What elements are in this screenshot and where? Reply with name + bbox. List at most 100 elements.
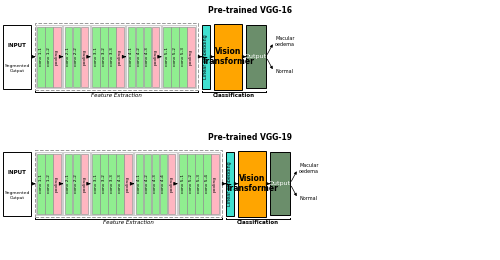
FancyBboxPatch shape (36, 25, 62, 88)
FancyBboxPatch shape (238, 151, 266, 217)
Text: conv 5-2: conv 5-2 (189, 174, 193, 193)
Text: conv 5-2: conv 5-2 (173, 47, 177, 66)
FancyBboxPatch shape (64, 154, 72, 214)
FancyBboxPatch shape (116, 27, 124, 87)
FancyBboxPatch shape (203, 154, 210, 214)
FancyBboxPatch shape (92, 154, 100, 214)
FancyBboxPatch shape (90, 25, 125, 88)
Text: pooling: pooling (55, 49, 59, 65)
Text: conv 4-2: conv 4-2 (137, 47, 141, 66)
Text: Pre-trained VGG-19: Pre-trained VGG-19 (208, 133, 292, 142)
FancyBboxPatch shape (72, 154, 80, 214)
Text: conv 2-2: conv 2-2 (74, 47, 78, 66)
Text: conv 5-1: conv 5-1 (165, 47, 169, 66)
FancyBboxPatch shape (152, 154, 159, 214)
FancyBboxPatch shape (179, 154, 186, 214)
FancyBboxPatch shape (53, 27, 60, 87)
Text: conv 4-3: conv 4-3 (145, 47, 149, 66)
FancyBboxPatch shape (37, 154, 44, 214)
Text: conv 4-3: conv 4-3 (153, 174, 157, 193)
Text: Normal: Normal (275, 69, 293, 74)
FancyBboxPatch shape (162, 25, 196, 88)
FancyBboxPatch shape (178, 152, 220, 215)
FancyBboxPatch shape (211, 154, 218, 214)
FancyBboxPatch shape (202, 25, 210, 89)
FancyBboxPatch shape (108, 154, 116, 214)
FancyBboxPatch shape (179, 27, 186, 87)
Text: conv 1-1: conv 1-1 (39, 47, 43, 66)
FancyBboxPatch shape (116, 154, 124, 214)
FancyBboxPatch shape (36, 152, 62, 215)
FancyBboxPatch shape (160, 154, 167, 214)
Text: Linear embedding: Linear embedding (228, 161, 232, 206)
Text: Vision
Transformer: Vision Transformer (202, 47, 254, 67)
Text: conv 3-3: conv 3-3 (110, 174, 114, 193)
Text: conv 5-3: conv 5-3 (181, 47, 185, 66)
Text: pooling: pooling (169, 176, 173, 192)
Text: conv 3-1: conv 3-1 (94, 47, 98, 66)
FancyBboxPatch shape (53, 154, 60, 214)
Text: conv 3-1: conv 3-1 (94, 174, 98, 193)
FancyBboxPatch shape (171, 27, 178, 87)
Text: Pre-trained VGG-16: Pre-trained VGG-16 (208, 6, 292, 15)
FancyBboxPatch shape (187, 154, 194, 214)
FancyBboxPatch shape (136, 154, 143, 214)
Text: conv 5-1: conv 5-1 (181, 174, 185, 193)
Text: pooling: pooling (118, 49, 122, 65)
FancyBboxPatch shape (214, 24, 242, 90)
FancyBboxPatch shape (80, 27, 88, 87)
FancyBboxPatch shape (246, 25, 266, 88)
FancyBboxPatch shape (126, 25, 160, 88)
Text: conv 2-2: conv 2-2 (74, 174, 78, 193)
Text: conv 1-2: conv 1-2 (47, 47, 51, 66)
Text: INPUT: INPUT (8, 43, 26, 48)
Text: conv 5-4: conv 5-4 (205, 174, 209, 193)
Text: Normal: Normal (299, 196, 317, 201)
Text: Output: Output (245, 54, 267, 59)
FancyBboxPatch shape (63, 25, 90, 88)
Text: Output: Output (269, 181, 291, 186)
Text: INPUT: INPUT (8, 170, 26, 175)
Text: Linear embedding: Linear embedding (204, 34, 208, 79)
Text: Classification: Classification (213, 93, 255, 98)
FancyBboxPatch shape (187, 27, 194, 87)
Text: Macular
oedema: Macular oedema (299, 163, 319, 174)
FancyBboxPatch shape (144, 27, 151, 87)
FancyBboxPatch shape (37, 27, 44, 87)
Text: pooling: pooling (189, 49, 193, 65)
Text: Vision
Transformer: Vision Transformer (226, 174, 278, 193)
Text: conv 2-1: conv 2-1 (66, 47, 70, 66)
FancyBboxPatch shape (195, 154, 202, 214)
Text: conv 1-1: conv 1-1 (39, 174, 43, 193)
Text: conv 2-1: conv 2-1 (66, 174, 70, 193)
FancyBboxPatch shape (72, 27, 80, 87)
FancyBboxPatch shape (270, 152, 290, 215)
Text: conv 3-3: conv 3-3 (110, 47, 114, 66)
Text: Classification: Classification (237, 220, 279, 225)
Text: Feature Extraction: Feature Extraction (91, 93, 142, 98)
Text: pooling: pooling (82, 49, 86, 65)
Text: conv 4-2: conv 4-2 (145, 174, 149, 193)
FancyBboxPatch shape (136, 27, 143, 87)
Text: Feature Extraction: Feature Extraction (103, 220, 154, 225)
Text: Macular
oedema: Macular oedema (275, 36, 295, 47)
FancyBboxPatch shape (92, 27, 100, 87)
FancyBboxPatch shape (45, 154, 52, 214)
FancyBboxPatch shape (128, 27, 135, 87)
FancyBboxPatch shape (100, 27, 108, 87)
Text: conv 5-3: conv 5-3 (197, 174, 201, 193)
Text: conv 4-1: conv 4-1 (137, 174, 141, 193)
FancyBboxPatch shape (152, 27, 159, 87)
FancyBboxPatch shape (3, 152, 31, 216)
FancyBboxPatch shape (80, 154, 88, 214)
FancyBboxPatch shape (64, 27, 72, 87)
FancyBboxPatch shape (90, 152, 133, 215)
Text: conv 4-1: conv 4-1 (129, 47, 133, 66)
Text: conv 3-2: conv 3-2 (102, 47, 106, 66)
Text: conv 1-2: conv 1-2 (47, 174, 51, 193)
FancyBboxPatch shape (108, 27, 116, 87)
FancyBboxPatch shape (45, 27, 52, 87)
Text: Segmented
Output: Segmented Output (4, 191, 29, 200)
Text: pooling: pooling (82, 176, 86, 192)
FancyBboxPatch shape (100, 154, 108, 214)
